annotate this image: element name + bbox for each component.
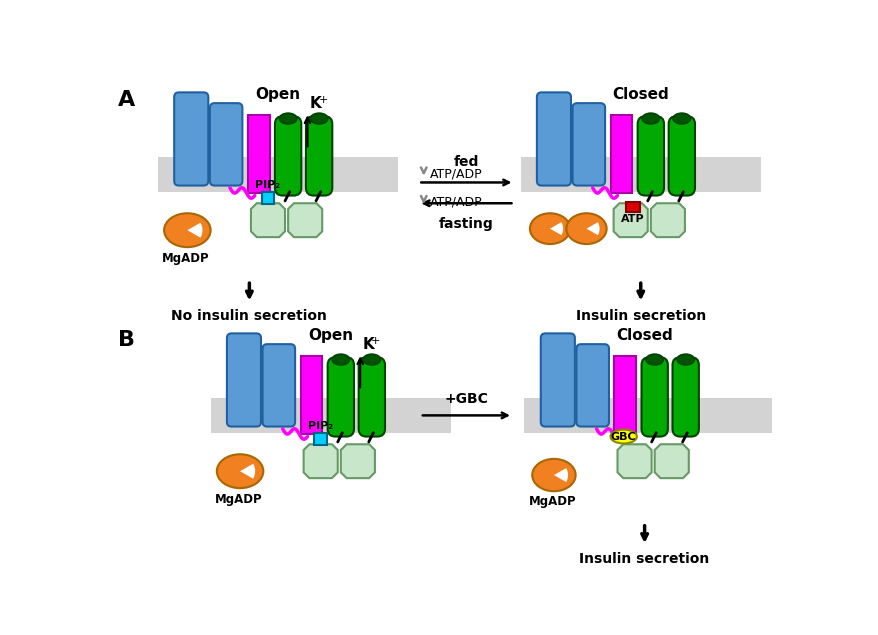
FancyBboxPatch shape bbox=[174, 92, 208, 185]
FancyBboxPatch shape bbox=[672, 358, 698, 436]
Text: Insulin secretion: Insulin secretion bbox=[579, 552, 709, 566]
FancyBboxPatch shape bbox=[536, 92, 571, 185]
Polygon shape bbox=[303, 444, 337, 478]
Ellipse shape bbox=[645, 354, 663, 365]
Ellipse shape bbox=[642, 113, 658, 124]
Ellipse shape bbox=[610, 430, 637, 443]
Text: +: + bbox=[371, 337, 380, 347]
Text: MgADP: MgADP bbox=[528, 495, 576, 508]
Ellipse shape bbox=[673, 113, 690, 124]
Wedge shape bbox=[550, 222, 563, 235]
FancyBboxPatch shape bbox=[358, 358, 385, 436]
FancyBboxPatch shape bbox=[210, 103, 242, 185]
Ellipse shape bbox=[532, 459, 575, 491]
Text: Open: Open bbox=[308, 328, 353, 343]
Text: A: A bbox=[118, 90, 134, 110]
Bar bbox=[520, 157, 760, 192]
Text: B: B bbox=[118, 330, 134, 351]
Polygon shape bbox=[288, 203, 322, 237]
Bar bbox=[300, 356, 322, 434]
FancyBboxPatch shape bbox=[572, 103, 604, 185]
Wedge shape bbox=[586, 222, 599, 235]
Bar bbox=[248, 115, 270, 193]
FancyBboxPatch shape bbox=[227, 333, 261, 427]
Wedge shape bbox=[553, 468, 567, 482]
Text: K: K bbox=[362, 337, 374, 352]
Ellipse shape bbox=[565, 213, 606, 244]
Polygon shape bbox=[250, 203, 284, 237]
Text: fasting: fasting bbox=[438, 217, 493, 231]
Bar bbox=[314, 432, 327, 445]
FancyBboxPatch shape bbox=[668, 116, 694, 196]
FancyBboxPatch shape bbox=[540, 333, 574, 427]
Ellipse shape bbox=[332, 354, 349, 365]
FancyBboxPatch shape bbox=[263, 344, 295, 427]
Text: PIP₂: PIP₂ bbox=[255, 180, 280, 190]
Text: MgADP: MgADP bbox=[162, 251, 209, 265]
Polygon shape bbox=[613, 203, 647, 237]
FancyBboxPatch shape bbox=[641, 358, 667, 436]
Text: fed: fed bbox=[453, 154, 479, 169]
Polygon shape bbox=[341, 444, 375, 478]
Bar bbox=[614, 356, 636, 434]
Wedge shape bbox=[240, 464, 255, 479]
FancyBboxPatch shape bbox=[576, 344, 608, 427]
Ellipse shape bbox=[529, 213, 570, 244]
Ellipse shape bbox=[310, 113, 327, 124]
Ellipse shape bbox=[279, 113, 297, 124]
Bar bbox=[625, 203, 639, 213]
Bar bbox=[610, 115, 631, 193]
Ellipse shape bbox=[676, 354, 694, 365]
Text: Closed: Closed bbox=[615, 328, 673, 343]
Text: GBC: GBC bbox=[610, 432, 636, 441]
Ellipse shape bbox=[217, 454, 263, 488]
Ellipse shape bbox=[363, 354, 380, 365]
Bar bbox=[262, 192, 274, 204]
Text: Open: Open bbox=[255, 86, 300, 102]
Bar bbox=[524, 398, 772, 432]
FancyBboxPatch shape bbox=[306, 116, 332, 196]
Bar bbox=[211, 398, 450, 432]
Text: ATP/ADP: ATP/ADP bbox=[429, 168, 482, 180]
Wedge shape bbox=[187, 223, 202, 237]
Polygon shape bbox=[650, 203, 684, 237]
Text: +: + bbox=[318, 95, 327, 105]
Polygon shape bbox=[617, 444, 651, 478]
Text: Insulin secretion: Insulin secretion bbox=[575, 309, 705, 323]
Text: No insulin secretion: No insulin secretion bbox=[171, 309, 327, 323]
Text: K: K bbox=[309, 96, 321, 111]
Text: MgADP: MgADP bbox=[214, 493, 262, 505]
FancyBboxPatch shape bbox=[637, 116, 663, 196]
Ellipse shape bbox=[164, 213, 211, 247]
FancyBboxPatch shape bbox=[327, 358, 354, 436]
Bar bbox=[158, 157, 398, 192]
Text: ATP: ATP bbox=[621, 214, 644, 224]
Text: ATP/ADP: ATP/ADP bbox=[429, 195, 482, 208]
Polygon shape bbox=[654, 444, 688, 478]
Text: +GBC: +GBC bbox=[444, 392, 488, 406]
Text: Closed: Closed bbox=[612, 86, 668, 102]
FancyBboxPatch shape bbox=[275, 116, 301, 196]
Text: PIP₂: PIP₂ bbox=[308, 421, 333, 431]
